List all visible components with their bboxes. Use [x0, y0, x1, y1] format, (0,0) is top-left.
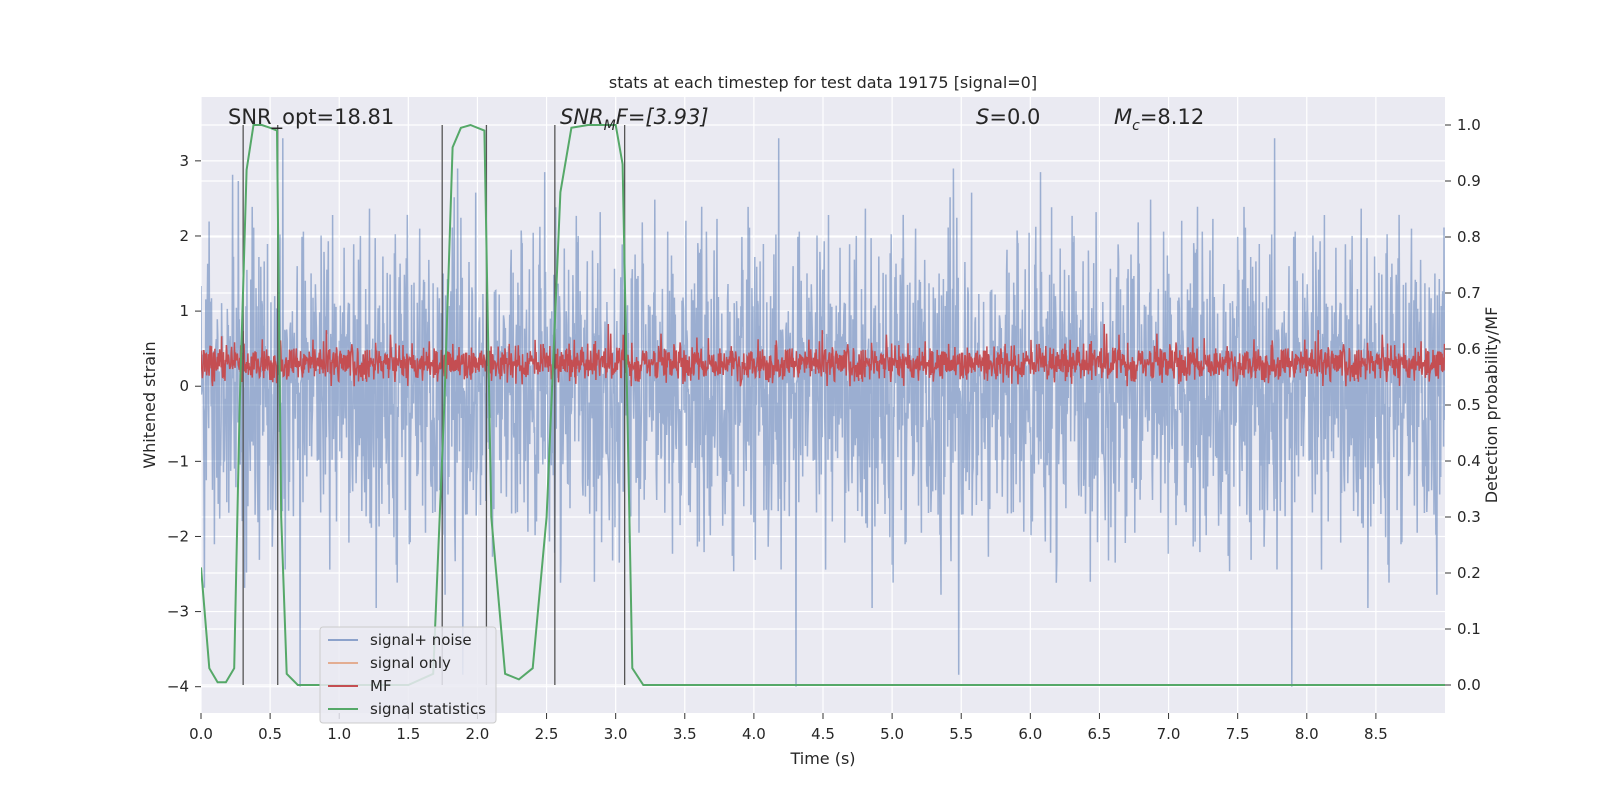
y-tick-label: 0 [179, 377, 189, 395]
y-right-tick-label: 0.4 [1457, 452, 1481, 470]
legend-box [319, 626, 497, 724]
y-right-tick-label: 0.6 [1457, 340, 1481, 358]
legend-label-signal-statistics: signal statistics [370, 700, 486, 718]
x-tick-label: 8.5 [1364, 725, 1388, 743]
x-tick-label: 5.5 [949, 725, 973, 743]
y-right-tick-label: 1.0 [1457, 116, 1481, 134]
x-tick-label: 6.5 [1088, 725, 1112, 743]
x-tick-label: 2.5 [535, 725, 559, 743]
y-right-tick-label: 0.1 [1457, 620, 1481, 638]
x-tick-label: 4.0 [742, 725, 766, 743]
chart-title: stats at each timestep for test data 191… [609, 73, 1037, 92]
y-tick-label: −3 [167, 603, 189, 621]
series-mf [201, 323, 1445, 387]
x-tick-label: 3.0 [604, 725, 628, 743]
y-tick-label: 2 [179, 227, 189, 245]
annotation-snr-mf: SNRMF=[3.93] [560, 105, 709, 134]
y-right-tick-label: 0.0 [1457, 676, 1481, 694]
y-tick-label: −1 [167, 452, 189, 470]
y-right-tick-label: 0.9 [1457, 172, 1481, 190]
legend-label-signal-only: signal only [370, 654, 451, 672]
annotation-mc: Mc=8.12 [1114, 105, 1204, 134]
x-tick-label: 1.5 [396, 725, 420, 743]
x-tick-label: 2.0 [466, 725, 490, 743]
y-right-tick-label: 0.8 [1457, 228, 1481, 246]
series-signal-statistics [201, 123, 1445, 686]
x-axis-ticks: 0.0 0.5 1.0 1.5 2.0 2.5 3.0 3.5 4.0 4.5 5.0 5.5 6.0 6… [189, 713, 1388, 743]
x-tick-label: 7.0 [1157, 725, 1181, 743]
y-axis-ticks: −4 −3 −2 −1 0 1 2 3 [167, 152, 201, 696]
y-right-tick-label: 0.3 [1457, 508, 1481, 526]
x-tick-label: 5.0 [880, 725, 904, 743]
y-right-tick-label: 0.7 [1457, 284, 1481, 302]
annotation-snr-opt: SNR_opt=18.81 [228, 105, 394, 130]
x-tick-label: 3.5 [673, 725, 697, 743]
series-signal-noise [201, 138, 1445, 687]
legend-label-noise: signal+ noise [370, 631, 472, 649]
y-tick-label: −2 [167, 527, 189, 545]
y-tick-label: −4 [167, 678, 189, 696]
legend-label-mf: MF [370, 677, 392, 695]
y-right-tick-label: 0.5 [1457, 396, 1481, 414]
plot-area [201, 123, 1445, 687]
legend: signal+ noise signal only MF signal stat… [319, 626, 497, 724]
y-tick-label: 1 [179, 302, 189, 320]
y-right-axis-label: Detection probability/MF [1482, 307, 1501, 504]
y-tick-label: 3 [179, 152, 189, 170]
x-axis-label: Time (s) [789, 749, 855, 768]
y-right-axis-ticks: 0.0 0.1 0.2 0.3 0.4 0.5 0.6 0.7 0.8 0.9 1.0 [1445, 116, 1481, 694]
x-tick-label: 4.5 [811, 725, 835, 743]
x-tick-label: 8.0 [1295, 725, 1319, 743]
x-tick-label: 0.0 [189, 725, 213, 743]
annotation-s: S=0.0 [976, 105, 1040, 129]
y-axis-label: Whitened strain [140, 341, 159, 468]
x-tick-label: 7.5 [1226, 725, 1250, 743]
y-right-tick-label: 0.2 [1457, 564, 1481, 582]
x-tick-label: 0.5 [258, 725, 282, 743]
x-tick-label: 1.0 [327, 725, 351, 743]
x-tick-label: 6.0 [1018, 725, 1042, 743]
